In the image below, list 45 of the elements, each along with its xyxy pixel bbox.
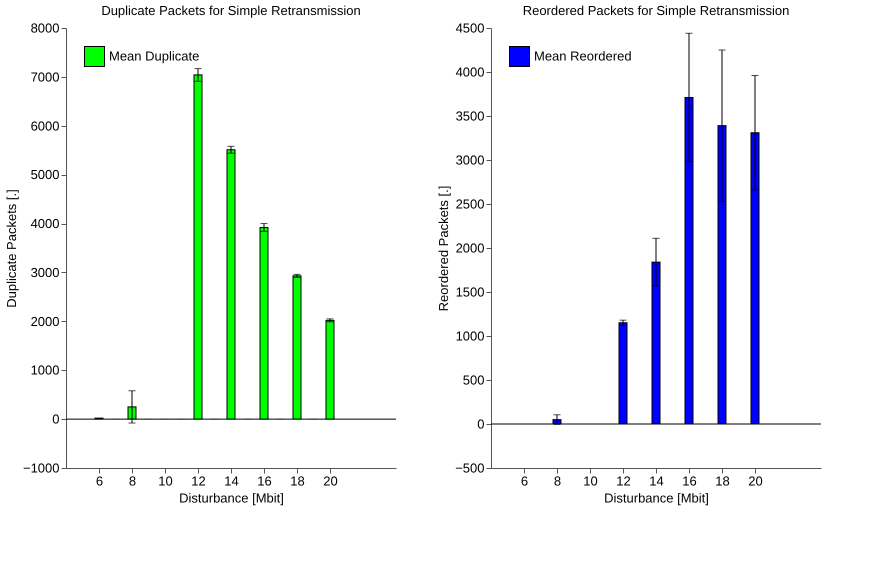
y-tick-label: 4500: [456, 20, 484, 36]
x-tick-label: 10: [158, 474, 173, 488]
y-tick-label: 2000: [30, 314, 60, 329]
y-tick-label: 6000: [30, 118, 60, 134]
y-tick-label: 3000: [30, 264, 60, 280]
x-tick-label: 8: [128, 474, 136, 488]
x-tick-label: 20: [323, 474, 338, 488]
x-tick-label: 6: [520, 474, 528, 488]
x-axis-title: Disturbance [Mbit]: [179, 490, 284, 506]
y-tick-label: 0: [477, 416, 484, 432]
y-tick-label: 1000: [456, 328, 484, 344]
y-tick-label: 500: [462, 372, 484, 388]
y-tick-label: 3000: [456, 152, 484, 168]
y-tick-label: 8000: [30, 20, 60, 36]
x-tick-label: 16: [257, 474, 272, 488]
y-tick-label: 1000: [30, 362, 60, 378]
y-tick-label: 7000: [30, 69, 60, 84]
y-tick-label: −1000: [22, 460, 60, 476]
x-tick-label: 12: [191, 474, 206, 488]
y-tick-label: 2500: [456, 196, 484, 212]
y-tick-label: −500: [455, 460, 484, 476]
legend-label: Mean Reordered: [534, 48, 632, 64]
y-tick-label: 1500: [456, 284, 484, 300]
x-tick-label: 18: [715, 474, 730, 488]
x-axis-title: Disturbance [Mbit]: [604, 490, 709, 506]
x-tick-label: 6: [96, 474, 104, 488]
y-axis-title: Duplicate Packets [.]: [4, 189, 19, 308]
x-tick-label: 14: [224, 474, 239, 488]
y-tick-label: 3500: [456, 108, 484, 124]
y-tick-label: 4000: [30, 216, 60, 232]
y-tick-label: 5000: [30, 167, 60, 182]
legend-label: Mean Duplicate: [109, 48, 200, 64]
y-tick-label: 2000: [456, 240, 484, 256]
x-tick-label: 10: [583, 474, 598, 488]
x-tick-label: 14: [649, 474, 664, 488]
x-tick-label: 12: [616, 474, 631, 488]
y-tick-label: 0: [52, 412, 60, 427]
x-tick-label: 18: [290, 474, 305, 488]
chart-title: Duplicate Packets for Simple Retransmission: [101, 3, 361, 18]
chart-title: Reordered Packets for Simple Retransmission: [522, 3, 790, 18]
y-axis-title: Reordered Packets [.]: [436, 186, 452, 312]
x-tick-label: 20: [748, 474, 763, 488]
x-tick-label: 16: [682, 474, 697, 488]
x-tick-label: 8: [554, 474, 562, 488]
y-tick-label: 4000: [456, 64, 484, 80]
